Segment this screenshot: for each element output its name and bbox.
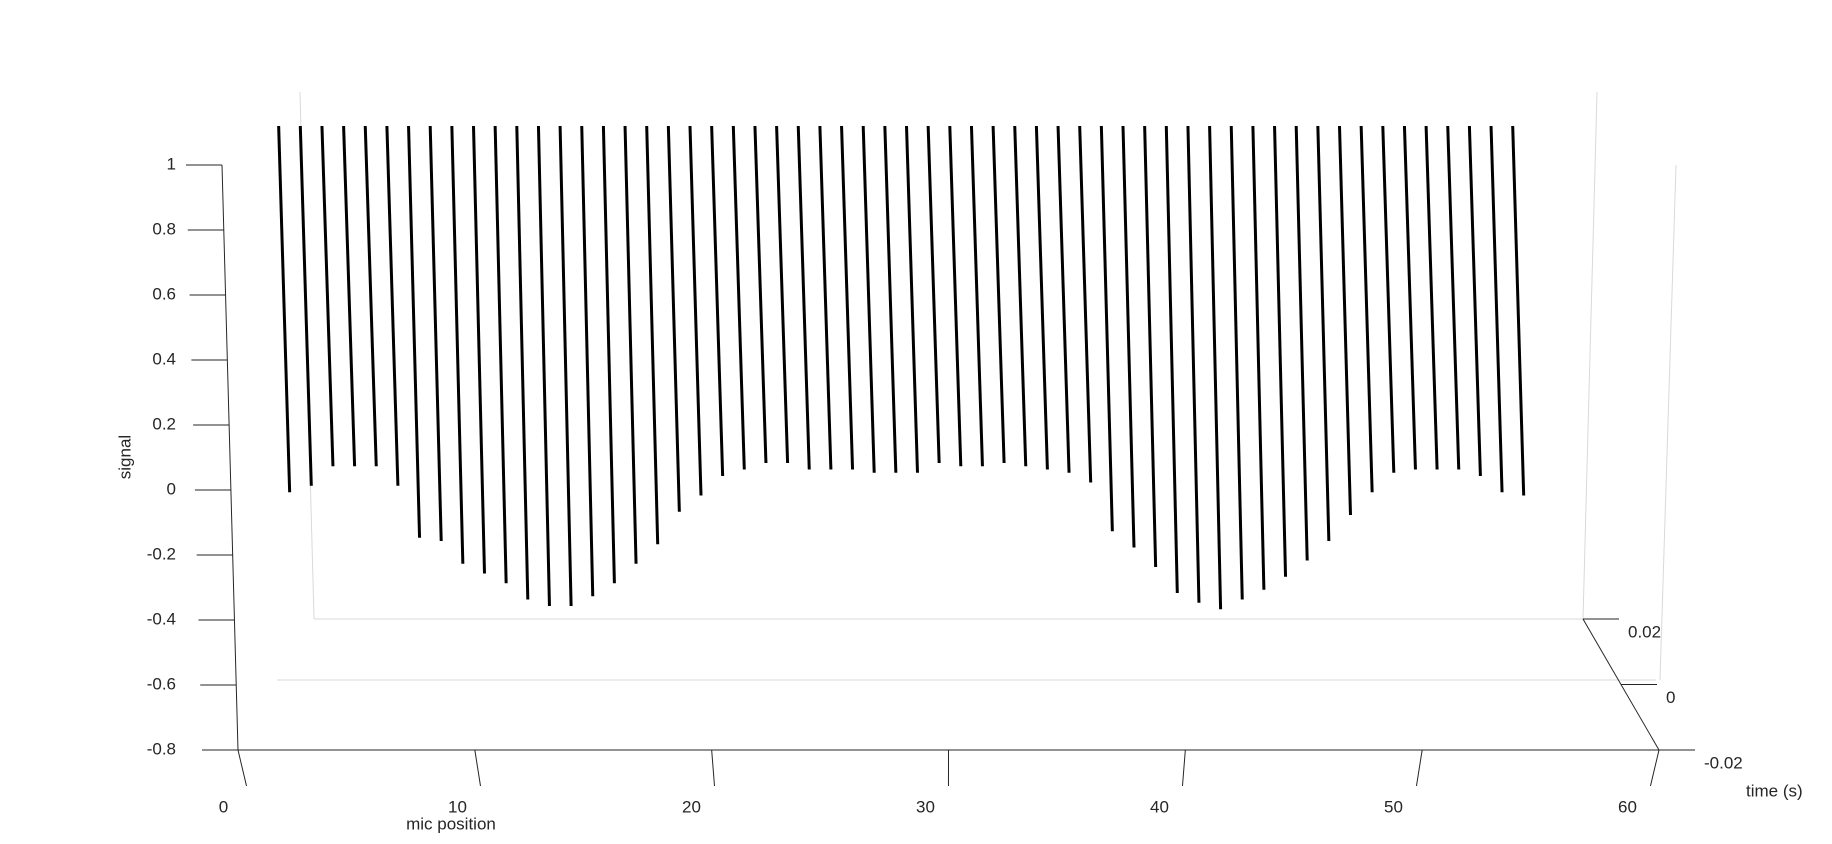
back-planes	[277, 91, 1677, 681]
trace	[1316, 125, 1331, 542]
trace	[905, 125, 919, 473]
trace	[298, 125, 313, 486]
trace	[1381, 125, 1396, 473]
x-tick	[1181, 749, 1186, 787]
trace	[407, 125, 422, 538]
trace	[277, 125, 292, 493]
y-axis-label: time (s)	[1746, 781, 1803, 800]
trace	[666, 125, 681, 512]
x-tick	[1415, 749, 1423, 787]
x-tick	[237, 749, 247, 787]
trace	[320, 125, 335, 467]
trace	[1338, 125, 1352, 516]
trace	[1164, 125, 1179, 594]
trace	[385, 125, 400, 486]
y-tick-label: 0.02	[1628, 622, 1661, 641]
back-edge	[1659, 164, 1677, 681]
trace	[580, 125, 595, 597]
trace	[731, 125, 746, 470]
x-tick	[1649, 749, 1660, 787]
trace	[775, 125, 790, 464]
z-tick-label: 0.4	[152, 349, 176, 368]
trace	[515, 125, 530, 600]
trace	[1208, 125, 1223, 610]
trace	[1013, 125, 1028, 467]
trace	[753, 125, 768, 464]
x-tick-label: 10	[448, 797, 467, 816]
trace	[1273, 125, 1288, 577]
z-tick-label: 0.6	[152, 284, 176, 303]
trace	[1402, 125, 1417, 470]
trace	[926, 125, 941, 464]
trace	[1143, 125, 1158, 568]
trace	[796, 125, 811, 470]
trace	[688, 125, 703, 496]
trace	[818, 125, 833, 470]
trace	[1034, 125, 1049, 470]
trace	[969, 125, 984, 467]
trace	[1056, 125, 1071, 473]
trace	[883, 125, 898, 473]
z-tick-label: 0.8	[152, 219, 176, 238]
x-tick-label: 0	[219, 797, 228, 816]
z-tick-label: -0.8	[147, 739, 176, 758]
z-tick-label: 0	[167, 479, 176, 498]
trace	[1511, 125, 1526, 496]
trace	[1099, 125, 1114, 532]
trace	[623, 125, 638, 564]
z-tick-label: 1	[167, 154, 176, 173]
y-tick-label: -0.02	[1704, 753, 1743, 772]
x-tick-label: 20	[682, 797, 701, 816]
trace	[1359, 125, 1374, 493]
trace	[342, 125, 357, 467]
x-tick	[474, 749, 481, 787]
trace	[428, 125, 443, 542]
trace	[861, 125, 876, 473]
x-tick-label: 60	[1618, 797, 1637, 816]
z-tick-label: -0.2	[147, 544, 176, 563]
z-axis	[221, 164, 239, 751]
back-edge	[1582, 91, 1598, 620]
trace	[1121, 125, 1136, 548]
trace	[450, 125, 465, 564]
trace	[1229, 125, 1244, 600]
trace	[948, 125, 963, 467]
trace	[840, 125, 855, 470]
x-tick-label: 40	[1150, 797, 1169, 816]
trace	[645, 125, 660, 545]
trace	[472, 125, 486, 574]
x-axis-label: mic position	[406, 814, 496, 833]
trace	[1294, 125, 1309, 561]
trace	[558, 125, 573, 607]
trace	[363, 125, 378, 467]
x-tick-label: 50	[1384, 797, 1403, 816]
trace	[1251, 125, 1266, 590]
y-tick-label: 0	[1666, 688, 1675, 707]
trace	[991, 125, 1006, 464]
x-tick-label: 30	[916, 797, 935, 816]
trace	[536, 125, 551, 607]
z-tick-label: -0.4	[147, 609, 176, 628]
trace	[1489, 125, 1504, 493]
z-tick-label: -0.6	[147, 674, 176, 693]
trace	[710, 125, 725, 477]
x-tick	[711, 749, 715, 787]
trace	[1424, 125, 1439, 470]
z-axis-label: signal	[115, 435, 134, 479]
trace	[601, 125, 616, 584]
trace	[1446, 125, 1461, 470]
z-tick-label: 0.2	[152, 414, 176, 433]
trace	[1186, 125, 1201, 603]
trace	[1078, 125, 1093, 483]
trace	[493, 125, 508, 584]
trace	[1467, 125, 1482, 477]
